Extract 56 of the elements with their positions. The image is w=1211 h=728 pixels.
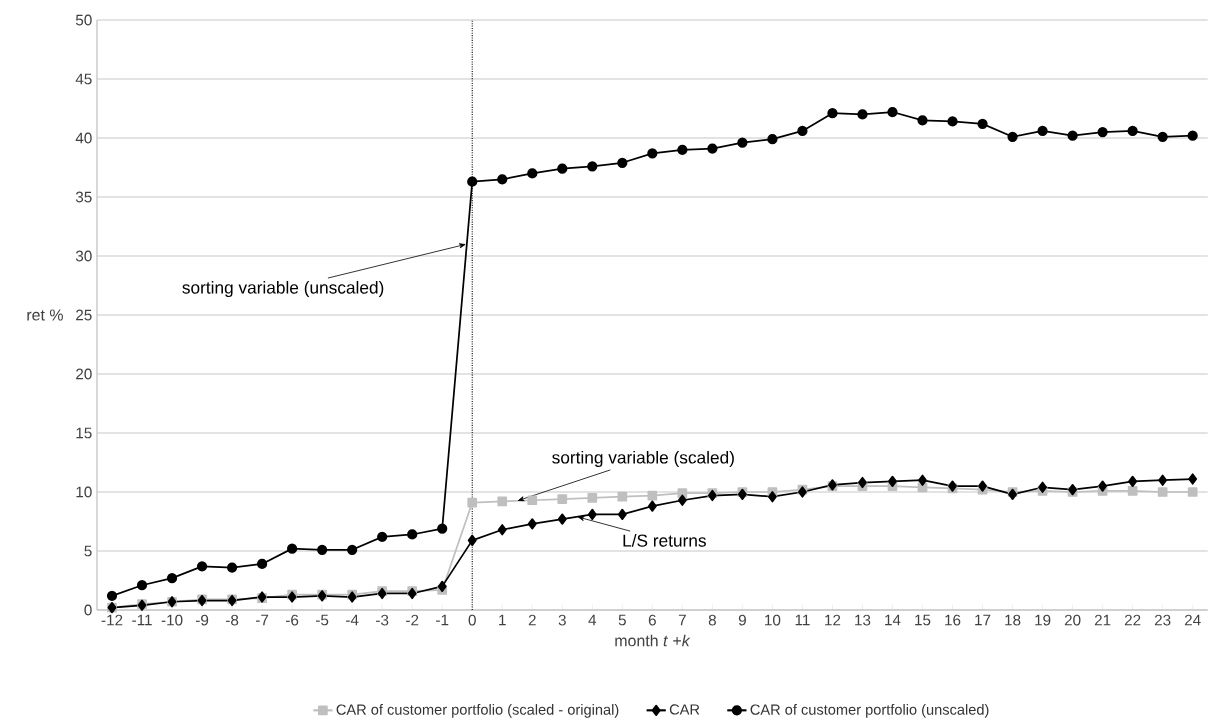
x-tick-label: 19	[1035, 614, 1051, 626]
x-tick-label: 14	[885, 614, 901, 626]
y-tick-label: 20	[76, 368, 92, 380]
x-tick-label: 17	[975, 614, 991, 626]
x-tick-label: -2	[406, 614, 419, 626]
x-tick-label: 10	[765, 614, 781, 626]
legend-label: CAR of customer portfolio (scaled - original)	[336, 704, 619, 718]
x-tick-label: 8	[708, 614, 716, 626]
x-tick-label: 18	[1005, 614, 1021, 626]
y-tick-label: 25	[76, 309, 92, 321]
legend-label: CAR	[669, 704, 700, 715]
x-tick-label: 7	[678, 614, 686, 626]
y-tick-label: 5	[84, 545, 92, 557]
x-tick-label: 4	[588, 614, 597, 626]
x-tick-label: 24	[1184, 614, 1201, 626]
x-tick-label: 5	[618, 614, 626, 626]
x-tick-label: -8	[225, 614, 239, 626]
x-tick-label: -7	[256, 614, 269, 626]
x-tick-label: 16	[945, 614, 961, 626]
x-tick-label: 2	[528, 614, 536, 626]
x-tick-label: 22	[1124, 614, 1141, 626]
y-axis-title: ret %	[27, 309, 63, 321]
y-tick-label: 30	[75, 250, 92, 262]
x-tick-label: -10	[161, 614, 183, 626]
annotation: sorting variable (unscaled)	[182, 280, 384, 298]
x-tick-label: 1	[499, 614, 506, 626]
y-tick-label: 10	[76, 486, 92, 498]
x-tick-label: 0	[468, 614, 476, 626]
x-tick-label: -9	[195, 614, 209, 626]
annotation: L/S returns	[623, 534, 706, 547]
x-tick-label: 9	[738, 614, 746, 626]
x-tick-label: 15	[915, 614, 931, 626]
x-tick-label: -12	[101, 614, 123, 626]
x-tick-label: -5	[316, 614, 329, 626]
legend-label: CAR of customer portfolio (unscaled)	[750, 704, 989, 718]
y-tick-label: 15	[76, 427, 92, 439]
x-tick-label: -6	[286, 614, 299, 626]
x-tick-label: -11	[132, 614, 152, 626]
x-tick-label: 20	[1064, 614, 1081, 626]
y-tick-label: 0	[84, 604, 92, 616]
x-tick-label: 6	[648, 614, 656, 626]
y-tick-label: 40	[75, 132, 92, 144]
y-tick-label: 50	[75, 14, 92, 26]
x-axis-title: month t +k	[615, 634, 691, 647]
x-tick-label: -3	[376, 614, 389, 626]
x-tick-label: -1	[436, 614, 449, 626]
x-tick-label: -4	[346, 614, 359, 626]
y-tick-label: 35	[75, 191, 92, 203]
x-tick-label: 3	[558, 614, 566, 626]
x-tick-label: 13	[855, 614, 871, 626]
x-tick-label: 12	[825, 614, 841, 626]
x-tick-label: 21	[1094, 614, 1111, 626]
x-tick-label: 11	[795, 614, 810, 626]
y-tick-label: 45	[75, 73, 92, 85]
x-tick-label: 23	[1154, 614, 1171, 626]
annotation: sorting variable (scaled)	[552, 450, 734, 468]
